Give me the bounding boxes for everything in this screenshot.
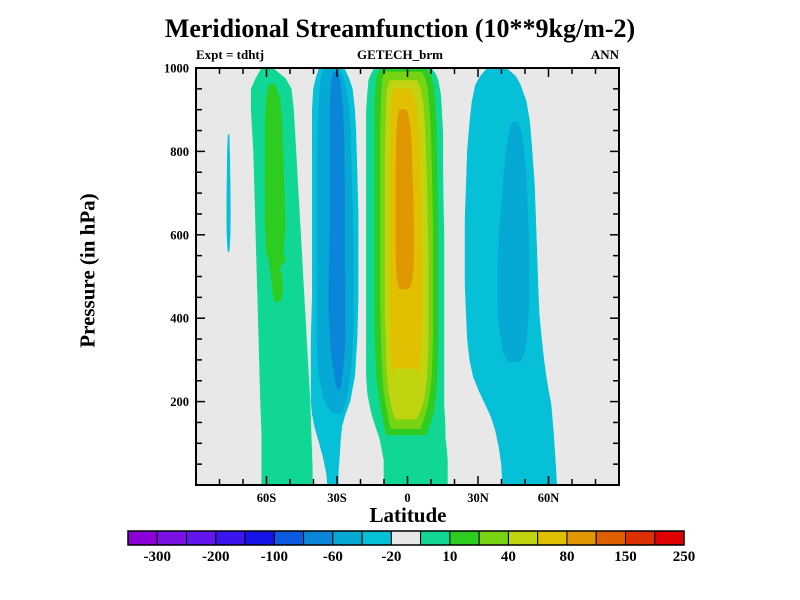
colorbar-cell <box>624 530 656 546</box>
band-northern-negative-core <box>497 121 530 363</box>
y-tick-label: 1000 <box>164 62 189 76</box>
colorbar-cell <box>478 530 509 546</box>
colorbar-frame <box>127 530 685 546</box>
subtitle-season: ANN <box>590 47 619 62</box>
colorbar-tick-label: -60 <box>323 549 343 565</box>
band-southern-midlat-core <box>264 84 286 302</box>
axes: 60S 30S 0 30N 60N 200 400 600 800 1000 <box>164 62 620 505</box>
colorbar-cell <box>390 530 422 546</box>
colorbar-tick-label: 10 <box>442 549 457 565</box>
x-tick-label: 30S <box>327 491 347 505</box>
colorbar: -300 -200 -100 -60 -20 10 40 80 150 250 <box>127 530 696 565</box>
colorbar-cell <box>449 530 480 546</box>
colorbar-tick-label: -200 <box>202 549 230 565</box>
colorbar-cell <box>244 530 275 546</box>
y-tick-label: 800 <box>170 145 189 159</box>
colorbar-cell <box>273 530 305 546</box>
colorbar-cell <box>186 530 217 546</box>
band-hadley-core-orange <box>395 109 414 290</box>
colorbar-tick-label: 80 <box>559 549 574 565</box>
band-polar-sliver <box>226 134 231 252</box>
colorbar-cell <box>420 530 451 546</box>
subtitle-model: GETECH_brm <box>357 47 443 62</box>
y-tick-label: 600 <box>170 228 189 242</box>
colorbar-cell <box>595 530 626 546</box>
colorbar-tick-label: 40 <box>501 549 516 565</box>
colorbar-cell <box>127 530 158 546</box>
x-tick-label: 0 <box>404 491 410 505</box>
colorbar-tick-label: -20 <box>381 549 401 565</box>
colorbar-tick-label: 150 <box>614 549 637 565</box>
page-title: Meridional Streamfunction (10**9kg/m-2) <box>164 14 636 43</box>
x-tick-label: 60S <box>257 491 277 505</box>
colorbar-cell <box>654 530 685 546</box>
colorbar-cell <box>566 530 597 546</box>
y-tick-label: 200 <box>170 395 189 409</box>
x-tick-label: 30N <box>467 491 489 505</box>
band-southern-ferrel-core <box>328 71 346 390</box>
colorbar-cell <box>537 530 568 546</box>
colorbar-tick-label: 250 <box>673 549 696 565</box>
colorbar-cell <box>303 530 334 546</box>
colorbar-cell <box>507 530 539 546</box>
y-tick-label: 400 <box>170 312 189 326</box>
subtitle-experiment: Expt = tdhtj <box>196 47 265 62</box>
x-axis-label: Latitude <box>369 503 447 527</box>
colorbar-cell <box>156 530 188 546</box>
colorbar-cell <box>332 530 363 546</box>
colorbar-cell <box>215 530 246 546</box>
x-tick-label: 60N <box>538 491 560 505</box>
contour-field <box>226 68 558 485</box>
colorbar-tick-label: -300 <box>144 549 172 565</box>
colorbar-tick-label: -100 <box>261 549 289 565</box>
colorbar-cell <box>361 530 392 546</box>
